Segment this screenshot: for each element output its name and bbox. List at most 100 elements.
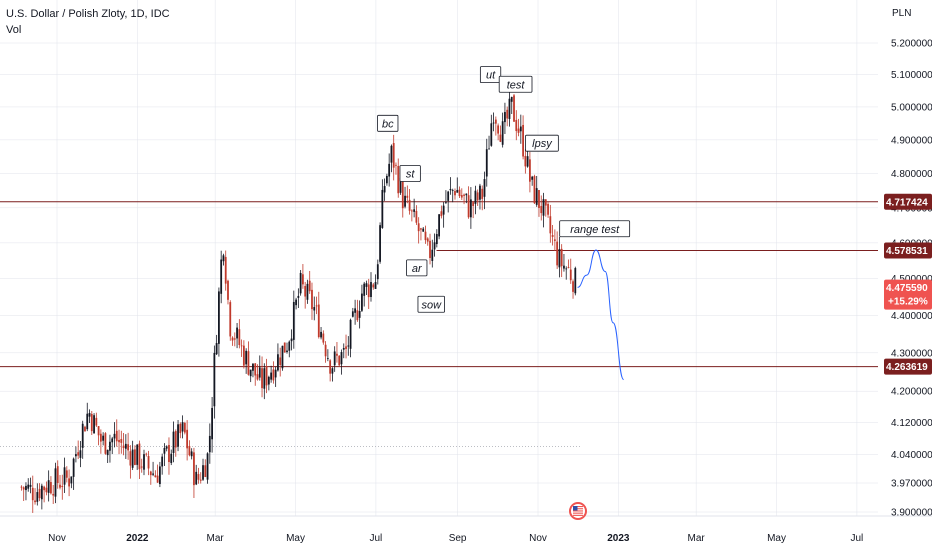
candle-body xyxy=(349,319,352,349)
candle-body xyxy=(199,479,202,481)
flag-stripe xyxy=(573,512,583,514)
annotation-label: ut xyxy=(486,70,496,82)
candle-body xyxy=(90,413,93,432)
candle-body xyxy=(247,351,250,375)
candle-body xyxy=(565,268,568,270)
candle-body xyxy=(95,417,98,426)
candle-body xyxy=(252,363,254,371)
candle-body xyxy=(240,345,243,347)
forecast-line[interactable] xyxy=(577,249,625,381)
candle-body xyxy=(333,351,336,366)
symbol-title[interactable]: U.S. Dollar / Polish Zloty, 1D, IDC xyxy=(6,8,170,20)
horizontal-levels[interactable] xyxy=(0,201,878,368)
annotation-range-test[interactable]: range test xyxy=(559,220,631,238)
candle-body xyxy=(197,474,200,480)
candle-body xyxy=(290,338,293,342)
candle-body xyxy=(499,134,502,142)
candle-body xyxy=(218,291,220,344)
candle-body xyxy=(267,376,270,385)
candle-body xyxy=(93,415,95,434)
candle-body xyxy=(358,311,361,318)
annotation-st[interactable]: st xyxy=(399,165,421,182)
candle-body xyxy=(374,282,377,289)
candle-body xyxy=(567,267,570,268)
last-price-text: 4.475590 xyxy=(886,283,928,294)
forecast-path[interactable] xyxy=(577,249,625,381)
candle-body xyxy=(154,475,157,478)
candle-body xyxy=(519,126,522,132)
level-tag-1 xyxy=(884,242,932,259)
candle-body xyxy=(188,445,191,456)
annotation-ar[interactable]: ar xyxy=(406,259,428,277)
candle-body xyxy=(569,269,572,281)
candle-body xyxy=(324,344,327,357)
candle-body xyxy=(558,249,561,268)
candle-body xyxy=(115,430,118,442)
level-tag-2 xyxy=(884,358,932,375)
annotation-ut[interactable]: ut xyxy=(479,66,502,84)
candle-body xyxy=(469,199,472,218)
candle-body xyxy=(406,195,409,198)
candle-body xyxy=(181,422,184,432)
annotation-lpsy[interactable]: lpsy xyxy=(525,134,559,152)
candle-body xyxy=(74,454,77,457)
volume-label[interactable]: Vol xyxy=(6,24,22,36)
candle-body xyxy=(279,357,282,366)
time-tick: Mar xyxy=(207,533,225,544)
price-tick: 5.200000 xyxy=(891,39,932,50)
candle-body xyxy=(315,305,318,307)
candle-body xyxy=(528,159,531,182)
candle-body xyxy=(143,454,145,470)
candle-body xyxy=(120,439,123,443)
time-tick: Nov xyxy=(529,533,547,544)
price-axis-bg xyxy=(878,0,932,550)
candle-body xyxy=(213,352,216,407)
candle-body xyxy=(551,235,554,237)
candle-body xyxy=(277,354,279,371)
candle-body xyxy=(456,189,459,193)
candle-body xyxy=(256,374,259,380)
candle-body xyxy=(127,444,130,451)
candle-body xyxy=(379,225,381,262)
candle-body xyxy=(322,333,325,343)
candle-body xyxy=(467,195,470,218)
candle-body xyxy=(295,299,297,306)
candle-body xyxy=(158,466,161,485)
candle-body xyxy=(249,369,252,377)
price-tick: 4.040000 xyxy=(891,450,932,461)
candle-body xyxy=(465,193,468,196)
time-tick: 2023 xyxy=(607,533,630,544)
time-axis[interactable]: Nov 2022 Mar May Jul Sep Nov 2023 Mar May Jul xyxy=(0,515,932,550)
candle-body xyxy=(193,452,195,486)
candle-body xyxy=(476,192,479,201)
candle-body xyxy=(245,350,248,365)
chart-grid xyxy=(0,0,878,516)
annotation-sow[interactable]: sow xyxy=(417,295,445,313)
candle-body xyxy=(447,191,450,201)
candle-body xyxy=(272,369,275,381)
candle-body xyxy=(136,444,139,465)
candle-body xyxy=(361,293,363,311)
price-tick: 4.300000 xyxy=(891,348,932,359)
candle-body xyxy=(145,453,148,455)
annotation-test[interactable]: test xyxy=(498,75,533,93)
candle-body xyxy=(388,163,391,177)
candle-body xyxy=(170,453,173,463)
candle-body xyxy=(481,188,484,199)
candle-body xyxy=(172,431,175,453)
annotation-bc[interactable]: bc xyxy=(377,114,399,132)
candle-body xyxy=(383,186,386,193)
candle-body xyxy=(174,431,177,448)
flag-stripe xyxy=(573,508,583,510)
candle-body xyxy=(347,345,350,347)
price-axis[interactable]: PLN 5.200000 5.100000 5.000000 4.900000 4.800… xyxy=(878,0,932,550)
annotation-box xyxy=(399,165,421,182)
candle-body xyxy=(544,199,547,206)
candle-body xyxy=(340,352,343,365)
candle-body xyxy=(202,465,204,480)
us-flag-icon[interactable] xyxy=(569,502,587,520)
candle-body xyxy=(413,209,416,212)
candle-body xyxy=(485,149,488,177)
